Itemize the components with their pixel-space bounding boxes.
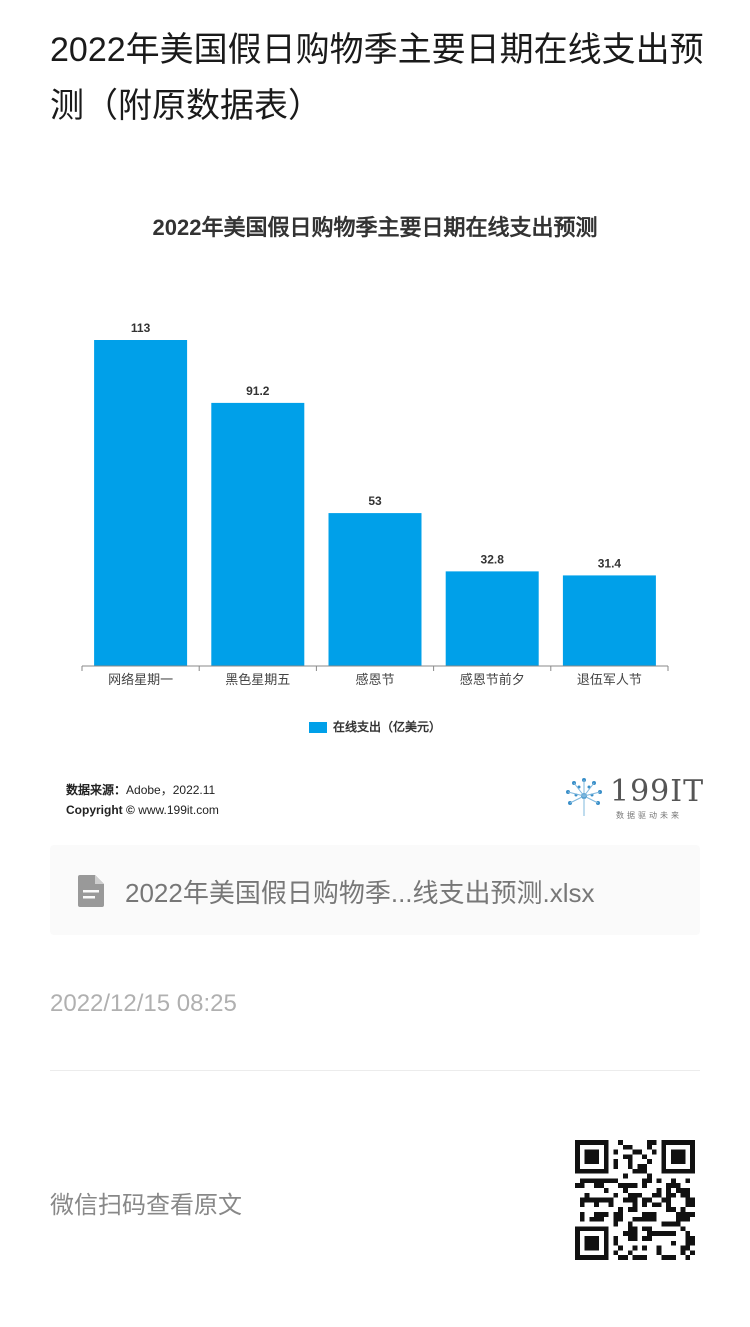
bar-0 <box>94 340 188 666</box>
data-label-3: 32.8 <box>481 552 505 566</box>
source-value: Adobe，2022.11 <box>126 783 216 797</box>
x-tick-label-0: 网络星期一 <box>108 672 173 687</box>
qr-code-icon[interactable] <box>575 1140 695 1260</box>
chart-title: 2022年美国假日购物季主要日期在线支出预测 <box>152 215 598 240</box>
legend-swatch <box>308 722 327 734</box>
bar-1 <box>211 402 305 666</box>
data-label-1: 91.2 <box>246 384 270 398</box>
divider <box>50 1070 700 1071</box>
data-label-0: 113 <box>131 321 151 335</box>
brand-logo: 199IT 数据驱动未来 <box>560 772 703 822</box>
dandelion-icon <box>566 778 602 816</box>
x-tick-label-3: 感恩节前夕 <box>460 672 525 687</box>
bar-3 <box>445 571 539 666</box>
legend-label: 在线支出（亿美元） <box>332 720 441 734</box>
bar-2 <box>328 513 422 666</box>
attachment-file-name[interactable]: 2022年美国假日购物季...线支出预测.xlsx <box>125 878 595 908</box>
attachment-card[interactable]: 2022年美国假日购物季...线支出预测.xlsx <box>50 845 700 935</box>
copyright-label: Copyright © <box>66 803 135 817</box>
data-label-4: 31.4 <box>598 556 622 570</box>
source-label: 数据来源： <box>66 783 127 797</box>
scan-prompt: 微信扫码查看原文 <box>50 1192 242 1219</box>
page-title: 2022年美国假日购物季主要日期在线支出预测（附原数据表） <box>50 31 704 125</box>
data-label-2: 53 <box>368 494 382 508</box>
bar-4 <box>562 575 656 666</box>
document-icon <box>78 875 104 907</box>
post-timestamp: 2022/12/15 08:25 <box>50 990 237 1017</box>
x-tick-label-2: 感恩节 <box>355 672 394 687</box>
copyright-value: www.199it.com <box>138 803 219 817</box>
x-tick-label-1: 黑色星期五 <box>225 672 290 687</box>
bar-chart: 113 网络星期一 91.2 黑色星期五 53 感恩节 32.8 感恩节前夕 31.4 退伍军人节 <box>81 321 669 687</box>
x-tick-label-4: 退伍军人节 <box>577 672 642 687</box>
logo-text: 199IT <box>610 774 705 809</box>
chart-legend: 在线支出（亿美元） <box>50 718 700 735</box>
chart-card: 113 网络星期一 91.2 黑色星期五 53 感恩节 32.8 感恩节前夕 31.4 退伍军人节… <box>50 190 703 830</box>
logo-subtitle: 数据驱动未来 <box>616 811 682 820</box>
source-note: 数据来源：Adobe，2022.11 Copyright © www.199it… <box>66 780 219 820</box>
